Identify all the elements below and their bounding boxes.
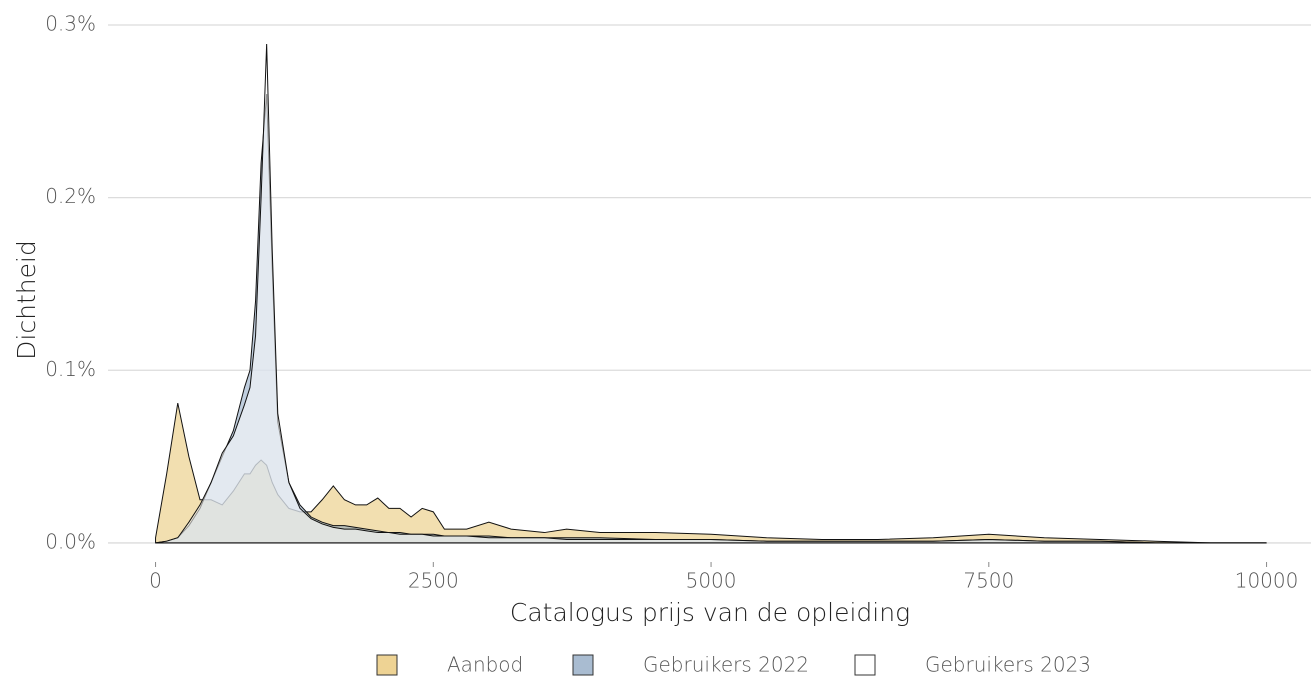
legend-swatch [376,654,398,676]
density-area [155,43,1267,544]
legend-label: Gebruikers 2022 [643,653,809,677]
x-tick-label: 7500 [963,569,1014,593]
density-area [155,94,1267,544]
y-tick-label: 0.3% [45,12,96,36]
y-axis-label: Dichtheid [12,240,41,360]
x-tick-label: 0 [149,569,162,593]
legend-swatch [572,654,594,676]
x-axis-label: Catalogus prijs van de opleiding [510,598,910,627]
legend-label: Aanbod [447,653,523,677]
y-tick-label: 0.2% [45,184,96,208]
y-tick-label: 0.0% [45,529,96,553]
x-tick-label: 10000 [1235,569,1299,593]
x-tick-label: 2500 [408,569,459,593]
legend-swatch [854,654,876,676]
x-tick-label: 5000 [686,569,737,593]
y-tick-label: 0.1% [45,357,96,381]
legend-label: Gebruikers 2023 [925,653,1091,677]
